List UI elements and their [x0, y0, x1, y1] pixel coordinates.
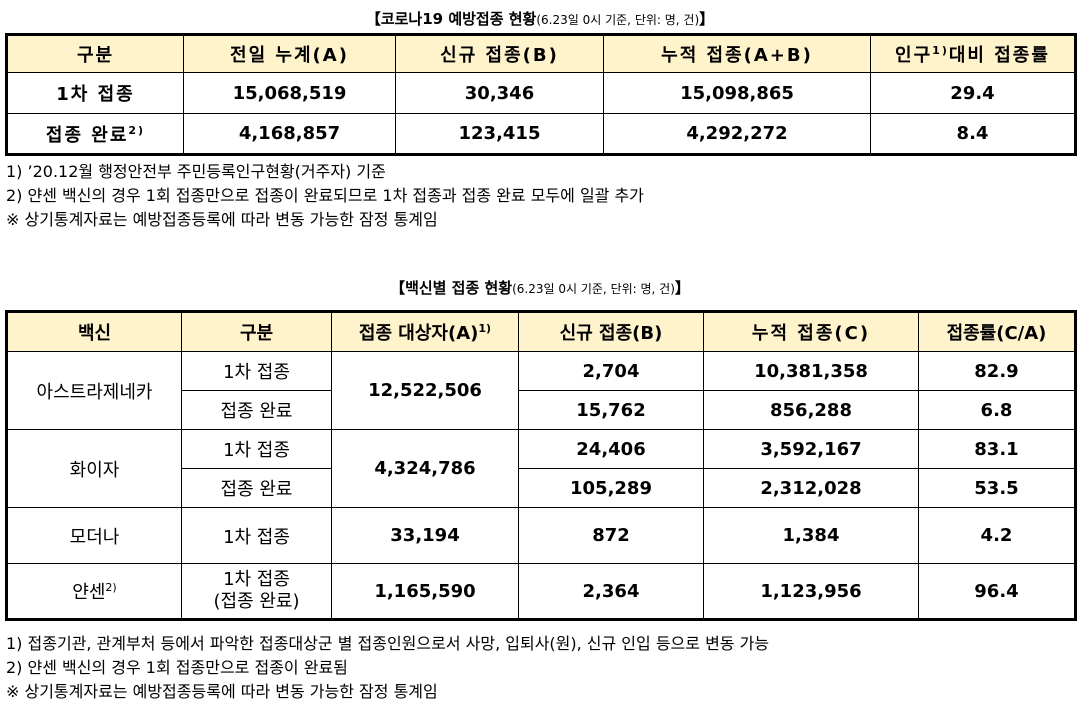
cell-cumulative: 1,123,956 — [703, 563, 919, 620]
table1-caption: 【코로나19 예방접종 현황(6.23일 0시 기준, 단위: 명, 건)】 — [0, 8, 1080, 29]
cell-prev-total: 15,068,519 — [183, 72, 396, 114]
cell-new: 2,364 — [518, 563, 704, 620]
table-row: 접종 완료2) 4,168,857 123,415 4,292,272 8.4 — [6, 113, 1076, 155]
header-category: 구분 — [6, 34, 184, 73]
cell-cumulative: 10,381,358 — [703, 351, 919, 391]
vaccine-name-janssen: 얀센2) — [6, 563, 182, 620]
cell-new: 15,762 — [518, 390, 704, 430]
vaccination-status-table: 구분 전일 누계(A) 신규 접종(B) 누적 접종(A+B) 인구1)대비 접… — [5, 33, 1077, 156]
cell-rate: 6.8 — [918, 390, 1076, 430]
header-new: 신규 접종(B) — [518, 311, 704, 352]
table-row: 접종 완료 105,289 2,312,028 53.5 — [7, 468, 1076, 508]
row-label: 1차 접종 — [6, 72, 184, 114]
cell-category-line2: (접종 완료) — [213, 591, 300, 612]
row-label-text: 접종 완료 — [45, 124, 129, 146]
cell-category: 접종 완료 — [181, 468, 332, 508]
table2-notes: 1) 접종기관, 관계부처 등에서 파악한 접종대상군 별 접종인원으로서 사망… — [6, 632, 769, 704]
row-label: 접종 완료2) — [6, 113, 184, 155]
footnote: 2) 얀센 백신의 경우 1회 접종만으로 접종이 완료되므로 1차 접종과 접… — [6, 186, 644, 205]
table2-header-row: 백신 구분 접종 대상자(A)1) 신규 접종(B) 누적 접종(C) 접종률(… — [6, 311, 1076, 352]
table1-header-row: 구분 전일 누계(A) 신규 접종(B) 누적 접종(A+B) 인구1)대비 접… — [6, 34, 1076, 73]
cell-category: 1차 접종 — [181, 351, 332, 391]
header-target-sup: 1) — [478, 322, 492, 335]
cell-cumulative: 2,312,028 — [703, 468, 919, 508]
cell-rate: 82.9 — [918, 351, 1076, 391]
footnote: 1) 접종기관, 관계부처 등에서 파악한 접종대상군 별 접종인원으로서 사망… — [6, 634, 770, 653]
cell-new: 123,415 — [395, 113, 604, 155]
cell-target: 33,194 — [331, 507, 519, 564]
cell-rate: 83.1 — [918, 429, 1076, 469]
table1-title-end: 】 — [699, 10, 715, 28]
table1-notes: 1) ’20.12월 행정안전부 주민등록인구현황(거주자) 기준 2) 얀센 … — [6, 160, 644, 232]
header-new: 신규 접종(B) — [395, 34, 604, 73]
table2-caption: 【백신별 접종 현황(6.23일 0시 기준, 단위: 명, 건)】 — [0, 277, 1080, 298]
vaccine-status-table: 백신 구분 접종 대상자(A)1) 신규 접종(B) 누적 접종(C) 접종률(… — [5, 310, 1077, 621]
cell-new: 872 — [518, 507, 704, 564]
table2-title-end: 】 — [674, 279, 690, 297]
cell-new: 30,346 — [395, 72, 604, 114]
cell-rate: 53.5 — [918, 468, 1076, 508]
table2-title-sub: (6.23일 0시 기준, 단위: 명, 건) — [512, 282, 675, 296]
table-row: 접종 완료 15,762 856,288 6.8 — [7, 390, 1076, 430]
header-cumulative: 누적 접종(A+B) — [603, 34, 871, 73]
table-row: 얀센2) 1차 접종 (접종 완료) 1,165,590 2,364 1,123,… — [6, 563, 1076, 620]
footnote: ※ 상기통계자료는 예방접종등록에 따라 변동 가능한 잠정 통계임 — [6, 682, 438, 701]
cell-rate: 96.4 — [918, 563, 1076, 620]
footnote: 1) ’20.12월 행정안전부 주민등록인구현황(거주자) 기준 — [6, 162, 386, 181]
cell-cumulative: 1,384 — [703, 507, 919, 564]
cell-new: 105,289 — [518, 468, 704, 508]
header-prev-total: 전일 누계(A) — [183, 34, 396, 73]
cell-rate: 8.4 — [870, 113, 1076, 155]
vaccine-name-astrazeneca: 아스트라제네카 — [6, 351, 182, 430]
cell-cumulative: 3,592,167 — [703, 429, 919, 469]
header-vaccine: 백신 — [6, 311, 182, 352]
header-rate-post: 대비 접종률 — [948, 45, 1050, 66]
cell-category: 1차 접종 (접종 완료) — [181, 563, 332, 620]
header-target-pre: 접종 대상자(A) — [358, 323, 479, 344]
header-rate-pre: 인구 — [895, 45, 933, 66]
table-row: 아스트라제네카 1차 접종 12,522,506 2,704 10,381,35… — [6, 351, 1076, 430]
vaccine-name-pfizer: 화이자 — [6, 429, 182, 508]
header-target: 접종 대상자(A)1) — [331, 311, 519, 352]
cell-new: 2,704 — [518, 351, 704, 391]
cell-category: 1차 접종 — [181, 507, 332, 564]
header-rate: 접종률(C/A) — [918, 311, 1076, 352]
table2-title: 【백신별 접종 현황 — [390, 279, 513, 297]
cell-category: 1차 접종 — [181, 429, 332, 469]
vaccine-name-sup: 2) — [105, 581, 117, 594]
header-cumulative: 누적 접종(C) — [703, 311, 919, 352]
cell-target: 4,324,786 — [331, 429, 519, 508]
row-label-text: 1차 접종 — [56, 84, 135, 105]
row-label-sup: 2) — [128, 123, 146, 137]
table-row: 1차 접종 15,068,519 30,346 15,098,865 29.4 — [6, 72, 1076, 114]
vaccine-name-moderna: 모더나 — [6, 507, 182, 564]
cell-target: 12,522,506 — [331, 351, 519, 430]
table-row: 화이자 1차 접종 4,324,786 24,406 3,592,167 83.… — [6, 429, 1076, 508]
header-rate: 인구1)대비 접종률 — [870, 34, 1076, 73]
cell-cumulative: 4,292,272 — [603, 113, 871, 155]
table1-title: 【코로나19 예방접종 현황 — [365, 10, 537, 28]
cell-target: 1,165,590 — [331, 563, 519, 620]
header-rate-sup: 1) — [932, 44, 949, 57]
footnote: 2) 얀센 백신의 경우 1회 접종만으로 접종이 완료됨 — [6, 658, 348, 677]
cell-category: 접종 완료 — [181, 390, 332, 430]
cell-prev-total: 4,168,857 — [183, 113, 396, 155]
table1-title-sub: (6.23일 0시 기준, 단위: 명, 건) — [536, 13, 700, 27]
cell-cumulative: 15,098,865 — [603, 72, 871, 114]
cell-category-line1: 1차 접종 — [223, 569, 290, 590]
cell-cumulative: 856,288 — [703, 390, 919, 430]
vaccine-name-text: 얀센 — [72, 582, 106, 603]
cell-rate: 29.4 — [870, 72, 1076, 114]
footnote: ※ 상기통계자료는 예방접종등록에 따라 변동 가능한 잠정 통계임 — [6, 210, 438, 229]
cell-rate: 4.2 — [918, 507, 1076, 564]
cell-new: 24,406 — [518, 429, 704, 469]
header-category: 구분 — [181, 311, 332, 352]
table-row: 모더나 1차 접종 33,194 872 1,384 4.2 — [6, 507, 1076, 564]
